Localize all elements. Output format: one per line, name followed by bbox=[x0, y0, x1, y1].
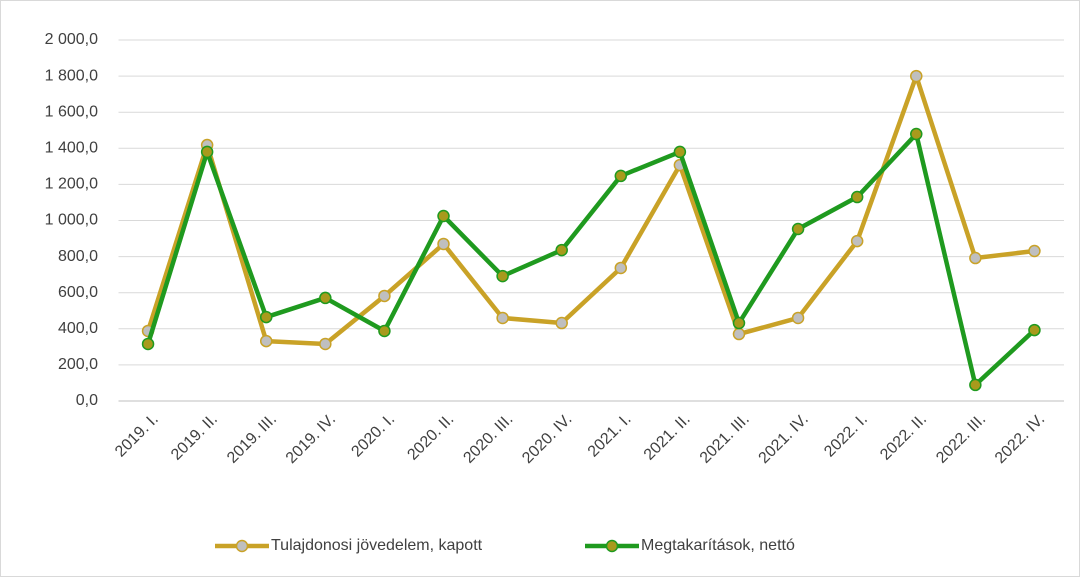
y-tick-label: 1 000,0 bbox=[45, 212, 98, 229]
data-point bbox=[732, 316, 746, 330]
data-point bbox=[555, 316, 568, 330]
legend-label: Megtakarítások, nettó bbox=[641, 537, 795, 554]
y-tick-label: 800,0 bbox=[58, 248, 98, 265]
y-tick-label: 1 800,0 bbox=[45, 67, 98, 84]
data-point bbox=[614, 169, 628, 183]
legend-marker bbox=[605, 539, 619, 553]
data-point bbox=[496, 311, 509, 325]
data-point bbox=[437, 237, 450, 251]
y-tick-label: 400,0 bbox=[58, 320, 98, 337]
y-tick-label: 200,0 bbox=[58, 356, 98, 373]
data-point bbox=[259, 310, 273, 324]
data-point bbox=[673, 145, 687, 159]
data-point bbox=[910, 69, 923, 83]
data-point bbox=[437, 209, 450, 223]
data-point bbox=[850, 234, 864, 248]
data-point bbox=[850, 190, 864, 204]
data-point bbox=[1028, 244, 1041, 258]
series-line bbox=[145, 73, 1035, 347]
y-tick-label: 1 200,0 bbox=[45, 176, 98, 193]
data-point bbox=[141, 337, 155, 351]
data-point bbox=[791, 222, 805, 236]
y-tick-label: 600,0 bbox=[58, 284, 98, 301]
y-tick-label: 2 000,0 bbox=[45, 31, 98, 48]
data-point bbox=[1028, 323, 1041, 337]
data-point bbox=[732, 327, 746, 341]
data-point bbox=[496, 269, 509, 283]
legend-label: Tulajdonosi jövedelem, kapott bbox=[271, 537, 483, 554]
data-point bbox=[614, 261, 628, 275]
data-point bbox=[969, 378, 982, 392]
data-point bbox=[259, 334, 273, 348]
data-point bbox=[378, 324, 391, 338]
y-tick-label: 0,0 bbox=[76, 392, 98, 409]
data-point bbox=[910, 127, 923, 141]
y-tick-label: 1 600,0 bbox=[45, 103, 98, 120]
y-tick-label: 1 400,0 bbox=[45, 140, 98, 157]
data-point bbox=[319, 337, 332, 351]
data-point bbox=[969, 251, 982, 265]
data-point bbox=[200, 145, 214, 159]
legend-marker bbox=[235, 539, 249, 553]
data-point bbox=[555, 243, 568, 257]
series-line bbox=[145, 131, 1036, 388]
data-point bbox=[378, 289, 391, 303]
data-point bbox=[319, 291, 332, 305]
data-point bbox=[791, 311, 805, 325]
